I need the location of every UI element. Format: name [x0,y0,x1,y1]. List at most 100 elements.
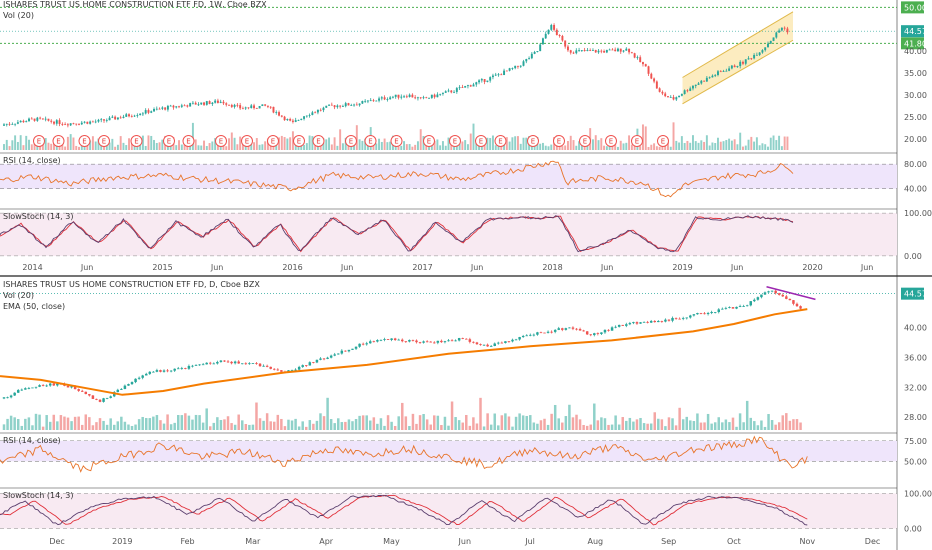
volume-bar [783,136,786,150]
volume-bar [155,415,159,430]
time-tick: Jun [730,263,744,272]
level-tag [901,37,924,50]
candle-body [578,50,581,51]
volume-bar [764,144,767,150]
volume-bar [397,146,400,150]
candle-body [529,334,532,336]
candle-body [710,312,713,314]
volume-bar [742,422,745,430]
earnings-label: E [661,138,665,146]
candle-body [108,117,111,121]
candle-body [280,370,283,372]
candle-body [161,107,164,109]
volume-bar [226,416,230,430]
volume-bar [672,122,675,150]
volume-bar [475,423,479,430]
candle-body [25,121,28,123]
volume-bar [669,146,672,150]
candle-body [507,341,511,343]
candle-body [429,341,432,343]
volume-bar [38,414,41,430]
candle-body [52,383,56,386]
candle-body [275,112,278,113]
volume-bar [756,425,760,430]
candle-body [97,119,100,122]
candle-body [176,368,180,370]
chart-title: ISHARES TRUST US HOME CONSTRUCTION ETF F… [3,0,267,9]
candle-body [415,340,418,343]
candle-body [33,118,36,121]
volume-bar [694,141,697,150]
candle-body [711,75,714,78]
candle-body [72,123,75,125]
candle-body [525,335,528,337]
volume-bar [27,417,31,430]
volume-bar [333,423,336,430]
candle-body [583,50,586,52]
candle-body [162,370,166,372]
candle-body [593,333,596,336]
volume-bar [241,420,244,430]
candle-body [244,363,248,365]
candle-body [508,68,511,71]
volume-bar [416,141,419,150]
candle-body [738,306,742,307]
candle-body [546,331,550,333]
volume-bar [219,419,223,430]
volume-bar [550,413,553,430]
earnings-label: E [134,138,138,146]
volume-bar [230,132,233,150]
candle-body [550,331,553,333]
candle-body [3,124,5,126]
earnings-marker [163,135,175,147]
volume-bar [708,145,711,150]
candle-body [83,121,86,123]
volume-bar [194,414,198,430]
volume-bar [597,140,600,150]
candle-body [657,321,660,323]
candle-body [189,103,192,107]
candle-body [6,397,9,399]
candle-body [55,120,58,124]
volume-bar [380,141,383,150]
candle-body [605,49,608,53]
volume-bar [255,402,258,430]
volume-bar [744,145,747,150]
candle-body [505,70,508,72]
earnings-marker [130,135,143,147]
candle-body [479,344,482,346]
volume-bar [162,423,166,430]
volume-bar [137,419,141,430]
candle-body [166,370,169,372]
candle-body [91,395,95,399]
volume-bar [697,142,700,150]
candle-body [383,339,386,340]
volume-bar [375,143,378,150]
candle-body [205,101,208,105]
candle-body [255,363,258,365]
candle-body [258,105,261,109]
volume-bar [30,144,33,150]
candle-body [312,362,315,364]
candle-body [315,359,319,363]
candle-body [219,360,223,362]
volume-bar [308,420,312,430]
volume-bar [414,144,417,150]
candle-body [728,68,731,71]
candle-body [697,83,700,85]
volume-bar [486,137,489,150]
candle-body [728,307,731,308]
candle-body [596,333,600,335]
candle-body [603,51,606,53]
candle-body [255,108,258,109]
candle-body [725,70,728,72]
rsi-band [0,164,897,189]
candle-body [639,57,642,63]
volume-bar [660,419,664,430]
candle-body [428,97,431,99]
candle-body [500,74,503,76]
earnings-marker [631,135,643,147]
volume-bar [301,421,304,430]
candle-body [692,314,696,316]
candle-body [122,116,125,119]
